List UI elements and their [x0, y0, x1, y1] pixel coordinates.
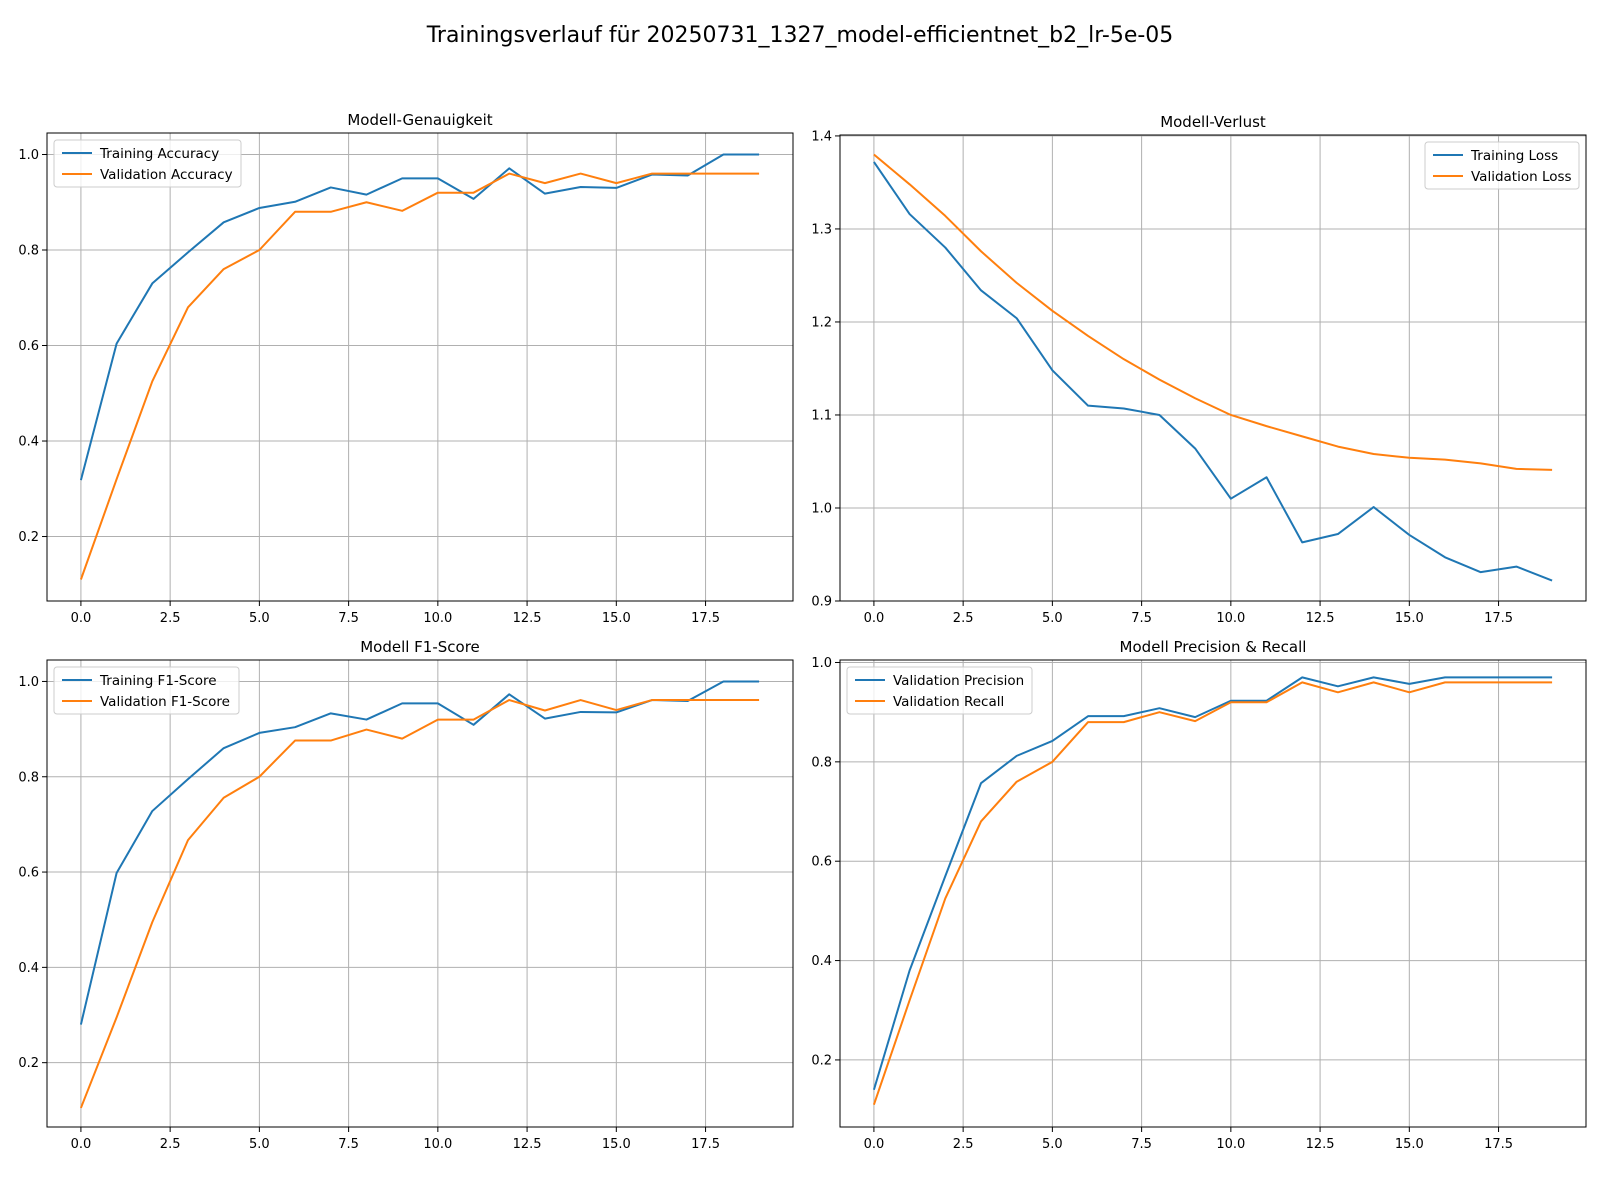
- legend-label: Validation Recall: [893, 694, 1004, 710]
- x-tick-label: 12.5: [513, 611, 542, 626]
- x-tick-label: 10.0: [423, 611, 452, 626]
- y-tick-label: 1.0: [811, 656, 832, 671]
- x-tick-label: 0.0: [864, 611, 885, 626]
- subplot-f1-score: Modell F1-Score 0.0 2.5 5.0 7.5 10.0 12.5 15.0 1…: [18, 638, 794, 1152]
- subplot-title: Modell-Genauigkeit: [347, 111, 492, 129]
- y-tick-label: 0.6: [18, 339, 39, 354]
- x-tick-label: 17.5: [1484, 1137, 1513, 1152]
- legend-label: Validation Precision: [893, 673, 1024, 689]
- y-tick-label: 0.2: [811, 1053, 832, 1068]
- x-tick-label: 10.0: [1216, 611, 1245, 626]
- y-tick-label: 0.6: [811, 855, 832, 870]
- legend-box: [53, 139, 242, 188]
- axes-frame: [46, 659, 794, 1128]
- y-tick-label: 0.2: [18, 530, 39, 545]
- y-tick-label: 0.4: [18, 435, 39, 450]
- legend-box: [53, 666, 240, 715]
- legend-label: Validation F1-Score: [100, 694, 230, 710]
- y-tick-label: 0.4: [811, 954, 832, 969]
- y-tick-label: 1.0: [18, 148, 39, 163]
- series-line-validation-precision: [872, 676, 1553, 1091]
- series-line-validation-recall: [872, 681, 1553, 1105]
- y-tick-label: 0.4: [18, 961, 39, 976]
- x-tick-label: 7.5: [1131, 611, 1152, 626]
- series-line-training-accuracy: [79, 153, 760, 481]
- x-tick-label: 12.5: [1306, 611, 1335, 626]
- legend: Training F1-Score Validation F1-Score: [53, 666, 240, 715]
- x-tick-label: 17.5: [691, 611, 720, 626]
- x-tick-label: 12.5: [1306, 1137, 1335, 1152]
- legend: Validation Precision Validation Recall: [846, 666, 1033, 715]
- series-line-validation-accuracy: [79, 172, 760, 580]
- x-tick-label: 15.0: [602, 611, 631, 626]
- subplot-title: Modell Precision & Recall: [1120, 638, 1307, 656]
- axes-frame: [46, 132, 794, 602]
- y-tick-label: 1.4: [811, 129, 832, 144]
- x-tick-label: 2.5: [953, 1137, 974, 1152]
- series-line-training-loss: [873, 161, 1553, 582]
- subplot-accuracy: Modell-Genauigkeit 0.0 2.5 5.0 7.5 10.0 12.5 15…: [18, 111, 794, 626]
- legend-box: [846, 666, 1033, 715]
- legend-label: Training F1-Score: [99, 673, 217, 689]
- y-tick-label: 1.0: [811, 501, 832, 516]
- legend: Training Loss Validation Loss: [1424, 141, 1580, 190]
- x-tick-label: 15.0: [1395, 1137, 1424, 1152]
- x-tick-label: 2.5: [160, 1137, 181, 1152]
- x-tick-label: 12.5: [513, 1137, 542, 1152]
- subplot-title: Modell F1-Score: [360, 638, 480, 656]
- x-tick-label: 10.0: [423, 1137, 452, 1152]
- legend-label: Validation Loss: [1471, 169, 1572, 185]
- subplot-precision-recall: Modell Precision & Recall 0.0 2.5 5.0 7.5 10.…: [811, 638, 1587, 1152]
- x-tick-label: 15.0: [602, 1137, 631, 1152]
- y-tick-label: 0.2: [18, 1056, 39, 1071]
- x-tick-label: 7.5: [338, 1137, 359, 1152]
- y-tick-label: 0.8: [18, 244, 39, 259]
- y-tick-label: 1.3: [811, 222, 832, 237]
- y-tick-label: 0.6: [18, 866, 39, 881]
- x-tick-label: 7.5: [1131, 1137, 1152, 1152]
- subplot-loss: Modell-Verlust 0.0 2.5 5.0 7.5 10.0 12.5 15.0 17…: [811, 113, 1587, 626]
- legend-label: Training Loss: [1470, 148, 1558, 164]
- x-tick-label: 7.5: [338, 611, 359, 626]
- series-line-validation-loss: [873, 153, 1553, 471]
- x-tick-label: 17.5: [691, 1137, 720, 1152]
- x-tick-label: 2.5: [160, 611, 181, 626]
- series-line-validation-f1-score: [79, 699, 760, 1109]
- axes-frame: [839, 659, 1587, 1128]
- y-tick-label: 0.8: [18, 770, 39, 785]
- x-tick-label: 17.5: [1484, 611, 1513, 626]
- x-tick-label: 15.0: [1395, 611, 1424, 626]
- subplot-title: Modell-Verlust: [1160, 113, 1266, 131]
- axes-frame: [839, 134, 1587, 602]
- x-tick-label: 5.0: [249, 611, 270, 626]
- x-tick-label: 5.0: [1042, 1137, 1063, 1152]
- x-tick-label: 0.0: [71, 1137, 92, 1152]
- legend-label: Validation Accuracy: [100, 167, 233, 183]
- legend-label: Training Accuracy: [99, 146, 219, 162]
- legend-box: [1424, 141, 1580, 190]
- x-tick-label: 0.0: [71, 611, 92, 626]
- y-tick-label: 1.2: [811, 315, 832, 330]
- y-tick-label: 1.1: [811, 408, 832, 423]
- legend: Training Accuracy Validation Accuracy: [53, 139, 242, 188]
- x-tick-label: 2.5: [953, 611, 974, 626]
- x-tick-label: 0.0: [864, 1137, 885, 1152]
- x-tick-label: 5.0: [1042, 611, 1063, 626]
- y-tick-label: 0.8: [811, 755, 832, 770]
- x-tick-label: 10.0: [1216, 1137, 1245, 1152]
- y-tick-label: 0.9: [811, 595, 832, 610]
- y-tick-label: 1.0: [18, 675, 39, 690]
- x-tick-label: 5.0: [249, 1137, 270, 1152]
- figure-suptitle: Trainingsverlauf für 20250731_1327_model…: [426, 23, 1174, 48]
